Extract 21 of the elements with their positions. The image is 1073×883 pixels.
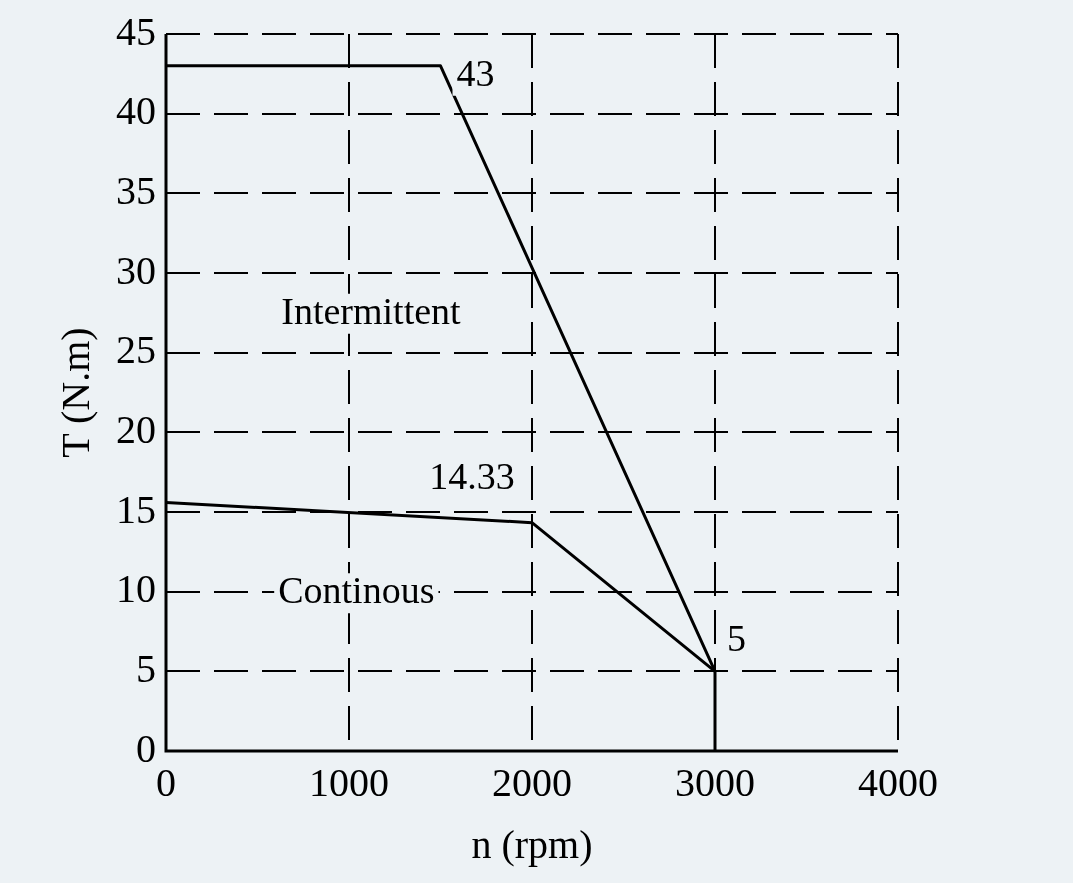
annotation: 5: [727, 617, 746, 660]
y-tick-label: 20: [116, 406, 156, 452]
y-tick-label: 5: [136, 645, 156, 691]
annotation: Intermittent: [281, 289, 462, 332]
y-tick-label: 45: [116, 8, 156, 54]
annotation: Continous: [278, 569, 435, 612]
x-tick-label: 4000: [858, 759, 938, 805]
y-tick-label: 30: [116, 247, 156, 293]
y-tick-label: 35: [116, 167, 156, 213]
x-axis-title: n (rpm): [471, 821, 593, 867]
x-tick-label: 3000: [675, 759, 755, 805]
y-tick-label: 25: [116, 327, 156, 373]
y-tick-label: 15: [116, 486, 156, 532]
annotation: 43: [456, 51, 495, 94]
annotation: 14.33: [429, 454, 515, 497]
y-tick-label: 10: [116, 566, 156, 612]
y-axis-title: T (N.m): [52, 327, 98, 458]
y-tick-label: 0: [136, 725, 156, 771]
x-tick-label: 1000: [309, 759, 389, 805]
y-tick-label: 40: [116, 88, 156, 134]
x-tick-label: 2000: [492, 759, 572, 805]
